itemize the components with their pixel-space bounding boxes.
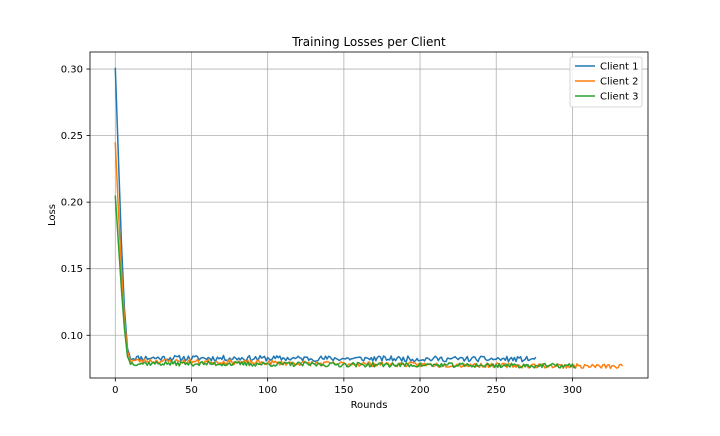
legend-box [569,56,643,108]
y-axis-ticks: 0.10 0.15 0.20 0.25 0.30 [61,65,90,342]
legend: Client 1 Client 2 Client 3 [569,56,643,108]
x-tick-label: 0 [112,385,118,396]
grid [90,52,648,378]
x-tick-label: 200 [410,385,429,396]
y-tick-label: 0.10 [61,331,83,342]
series-lines [114,67,624,370]
x-tick-label: 100 [258,385,277,396]
legend-label: Client 3 [600,92,639,103]
x-tick-label: 250 [487,385,506,396]
legend-label: Client 1 [600,62,639,73]
x-axis-ticks: 0 50 100 150 200 250 300 [112,378,582,396]
x-tick-label: 50 [185,385,198,396]
y-tick-label: 0.15 [61,264,83,275]
x-axis-label: Rounds [351,400,388,411]
y-tick-label: 0.20 [61,198,83,209]
y-tick-label: 0.25 [61,131,83,142]
y-axis-label: Loss [47,204,58,226]
y-tick-label: 0.30 [61,65,83,76]
series-line-1 [114,67,537,363]
x-tick-label: 150 [334,385,353,396]
chart-title: Training Losses per Client [291,35,446,49]
plot-frame [89,51,649,379]
legend-label: Client 2 [600,77,639,88]
x-tick-label: 300 [563,385,582,396]
series-line-3 [114,195,576,369]
